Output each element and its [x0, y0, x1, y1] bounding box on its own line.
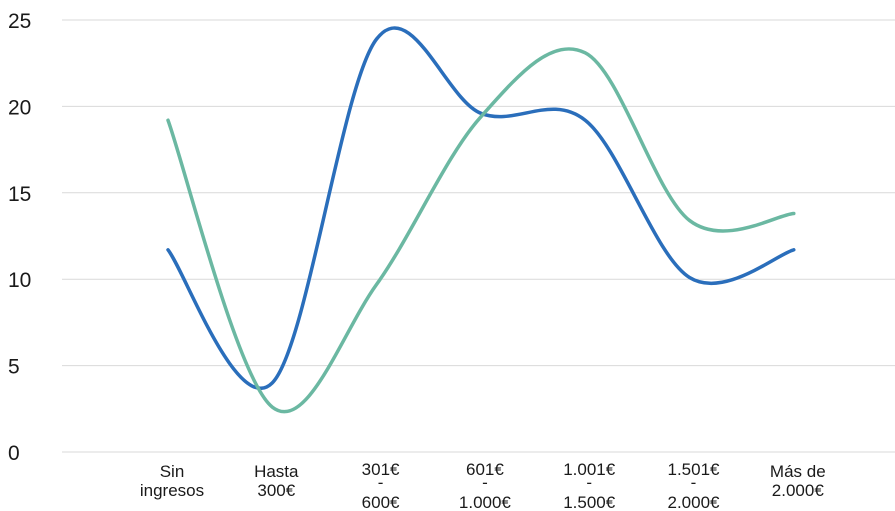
x-category-line: Más de	[770, 462, 826, 481]
series-line-2	[166, 47, 796, 414]
grid-lines	[62, 19, 895, 453]
x-category-line: 300€	[257, 481, 295, 500]
x-category-line: -	[691, 473, 697, 492]
series-line-1	[166, 26, 796, 390]
y-tick-label: 5	[8, 356, 20, 379]
x-category-line: Hasta	[254, 462, 299, 481]
x-category-line: ingresos	[140, 481, 204, 500]
y-tick-label: 25	[8, 10, 31, 33]
x-category-line: 2.000€	[668, 493, 721, 511]
x-category-line: 1.000€	[459, 493, 512, 511]
x-category-line: 1.500€	[563, 493, 616, 511]
series-lines	[166, 26, 796, 414]
x-category-line: 1.001€	[563, 460, 616, 479]
x-category-line: 1.501€	[668, 460, 721, 479]
x-category-label: 1.501€-2.000€	[668, 460, 721, 511]
y-tick-label: 20	[8, 96, 31, 119]
y-tick-label: 15	[8, 183, 31, 206]
y-tick-label: 0	[8, 442, 20, 465]
y-tick-label: 10	[8, 269, 31, 292]
x-category-line: -	[482, 473, 488, 492]
x-category-label: Más de2.000€	[770, 462, 826, 500]
y-axis-ticks: 0 5 10 15 20 25	[8, 10, 31, 465]
x-category-line: 301€	[362, 460, 400, 479]
x-category-line: 601€	[466, 460, 504, 479]
x-category-label: 601€-1.000€	[459, 460, 512, 511]
x-category-line: -	[378, 473, 384, 492]
x-category-line: -	[586, 473, 592, 492]
x-category-label: 301€-600€	[362, 460, 400, 511]
x-axis-categories: SiningresosHasta300€301€-600€601€-1.000€…	[140, 460, 826, 511]
x-category-line: 2.000€	[772, 481, 825, 500]
x-category-label: 1.001€-1.500€	[563, 460, 616, 511]
x-category-line: 600€	[362, 493, 400, 511]
x-category-line: Sin	[160, 462, 185, 481]
